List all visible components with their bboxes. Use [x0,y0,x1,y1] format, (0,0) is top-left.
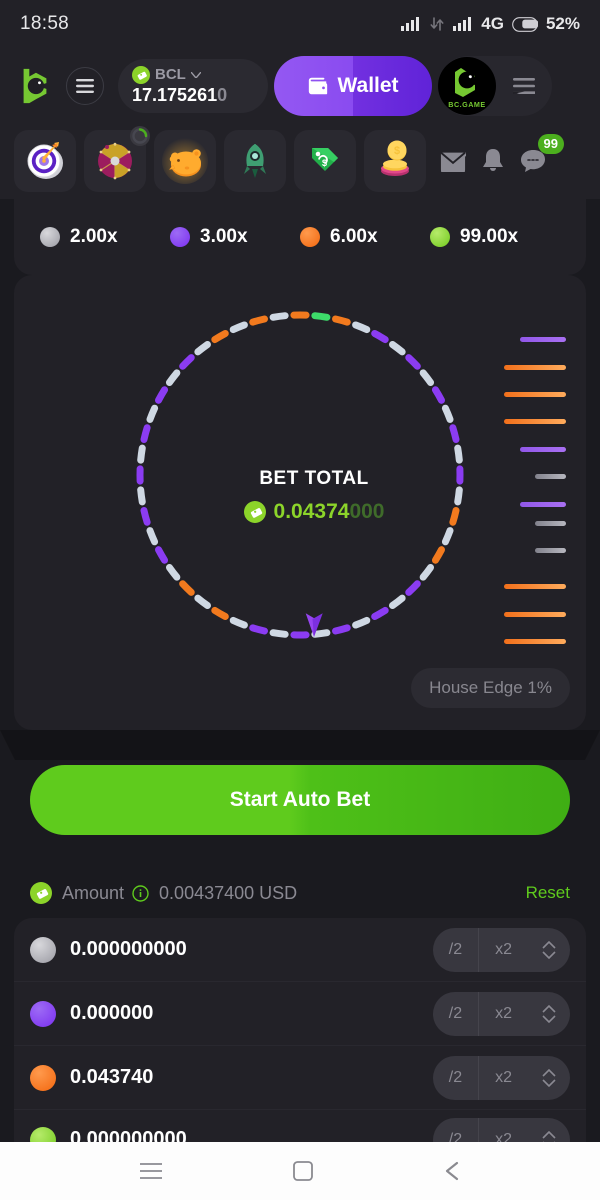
svg-text:BC.GAME: BC.GAME [448,100,485,109]
svg-text:$: $ [394,145,400,157]
svg-text:$: $ [322,158,327,168]
